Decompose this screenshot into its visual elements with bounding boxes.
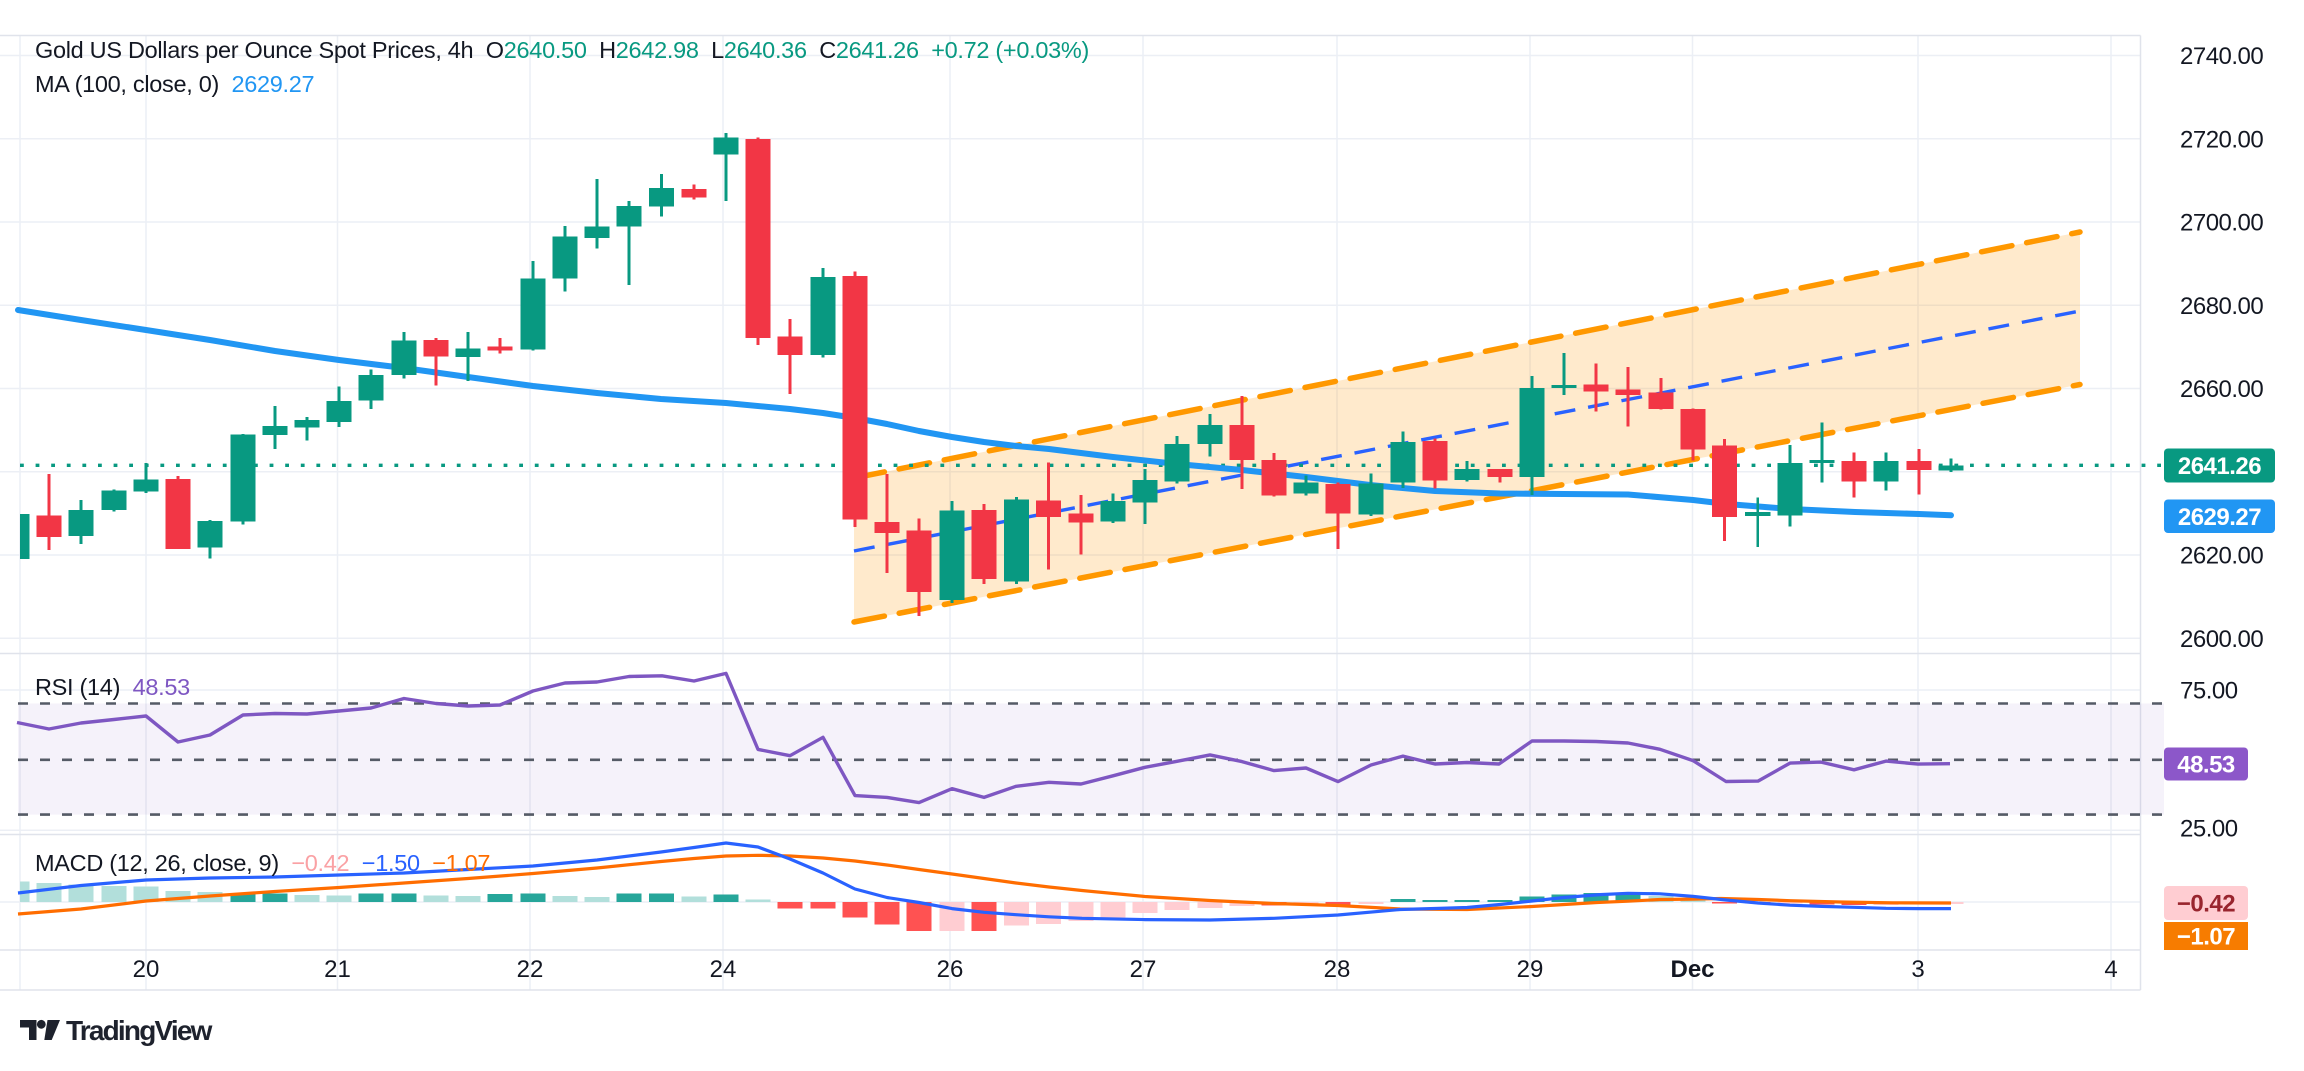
svg-text:27: 27 [1130, 956, 1157, 983]
svg-text:21: 21 [324, 956, 351, 983]
svg-text:TradingView: TradingView [66, 1015, 213, 1046]
svg-text:48.53: 48.53 [2177, 752, 2235, 779]
svg-text:2680.00: 2680.00 [2180, 293, 2263, 320]
svg-text:2620.00: 2620.00 [2180, 543, 2263, 570]
svg-text:2700.00: 2700.00 [2180, 210, 2263, 237]
svg-text:2740.00: 2740.00 [2180, 43, 2263, 70]
svg-text:24: 24 [710, 956, 737, 983]
svg-text:4: 4 [2104, 956, 2117, 983]
svg-text:MA (100, close, 0) 2629.27: MA (100, close, 0) 2629.27 [35, 71, 314, 97]
svg-text:−1.07: −1.07 [2177, 924, 2235, 951]
svg-text:25.00: 25.00 [2180, 816, 2238, 843]
svg-text:29: 29 [1517, 956, 1544, 983]
svg-text:MACD (12, 26, close, 9) −0.42: MACD (12, 26, close, 9) −0.42 −1.50 −1.0… [35, 850, 490, 876]
svg-text:22: 22 [517, 956, 544, 983]
svg-text:2720.00: 2720.00 [2180, 126, 2263, 153]
svg-text:2629.27: 2629.27 [2178, 504, 2261, 531]
svg-text:28: 28 [1324, 956, 1351, 983]
svg-text:RSI (14) 48.53: RSI (14) 48.53 [35, 674, 190, 700]
svg-text:−0.42: −0.42 [2177, 891, 2235, 918]
svg-text:Gold US Dollars per Ounce Spot: Gold US Dollars per Ounce Spot Prices, 4… [35, 37, 1089, 63]
svg-text:3: 3 [1911, 956, 1924, 983]
svg-text:75.00: 75.00 [2180, 678, 2238, 705]
svg-text:20: 20 [133, 956, 160, 983]
svg-text:Dec: Dec [1670, 956, 1714, 983]
svg-text:26: 26 [937, 956, 964, 983]
svg-text:2641.26: 2641.26 [2178, 453, 2261, 480]
svg-text:2600.00: 2600.00 [2180, 626, 2263, 653]
svg-text:2660.00: 2660.00 [2180, 376, 2263, 403]
